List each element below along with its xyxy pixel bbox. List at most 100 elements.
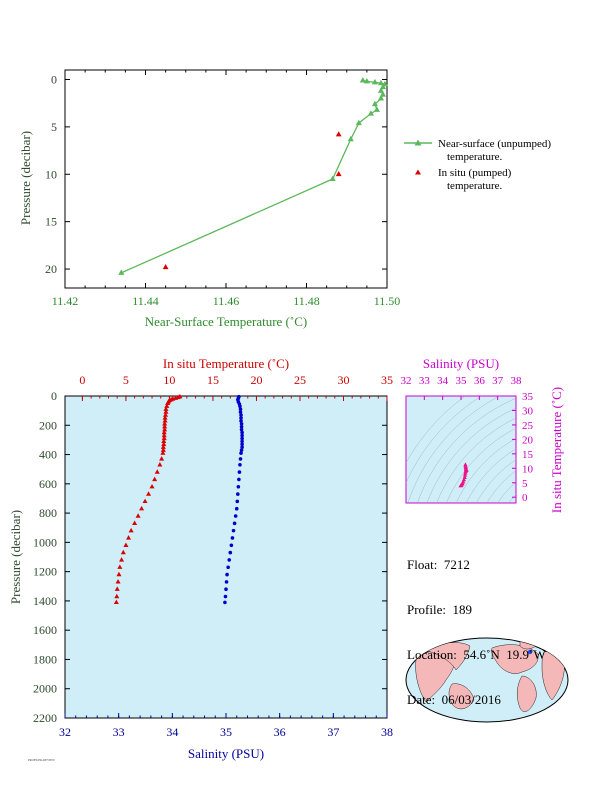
temperature-point [161, 432, 167, 438]
near-surface-x-tick-label: 11.44 [132, 294, 159, 308]
temperature-tick-label: 20 [250, 373, 262, 387]
salinity-point [228, 550, 233, 555]
salinity-point [240, 445, 244, 450]
float-info: Float: 7212 Profile: 189 Location: 54.6˚… [407, 527, 546, 722]
temperature-axis-label: In situ Temperature (˚C) [163, 356, 289, 371]
near-surface-y-axis-label: Pressure (decibar) [18, 131, 33, 225]
legend-near-surface-label: Near-surface (unpumped) [438, 138, 551, 150]
ts-inset-marks [458, 462, 469, 488]
depth-y-tick-label: 1000 [33, 535, 57, 549]
salinity-point [223, 600, 227, 605]
depth-profile-chart: 0200400600800100012001400160018002000220… [8, 356, 393, 761]
temperature-point [157, 461, 163, 467]
map-land-south-america [517, 675, 537, 712]
salinity-point [239, 413, 243, 417]
in-situ-point [335, 131, 342, 137]
near-surface-y-tick-label: 5 [51, 120, 57, 134]
temperature-tick-label: 5 [123, 373, 129, 387]
map-land-australia [448, 683, 475, 710]
salinity-point [238, 462, 242, 467]
temperature-point [159, 456, 165, 461]
salinity-point [238, 404, 242, 409]
ts-inset-x-tick-label: 35 [456, 375, 468, 387]
depth-y-tick-label: 0 [51, 389, 57, 403]
temperature-point [116, 571, 122, 577]
salinity-point [230, 536, 235, 540]
salinity-point [239, 451, 243, 455]
temperature-point [117, 564, 123, 569]
near-surface-point [347, 135, 354, 142]
near-surface-y-tick-label: 10 [45, 167, 57, 181]
temperature-point [163, 409, 169, 414]
legend-in-situ-label: In situ (pumped) [438, 167, 512, 179]
salinity-point [225, 572, 229, 577]
legend-in-situ-marker [415, 169, 421, 175]
salinity-tick-label: 32 [59, 725, 71, 739]
near-surface-point [359, 77, 366, 83]
ts-inset-y-tick-label: 15 [522, 449, 534, 461]
ts-inset-chart: 32 33 34 35 36 37 38 0 5 10 15 20 25 30 35 Salinity (P… [401, 356, 612, 607]
profile-number: Profile: 189 [407, 602, 472, 617]
temperature-point [162, 418, 168, 423]
ts-inset-y-tick-label: 0 [522, 492, 528, 504]
ts-inset-x-tick-label: 32 [401, 375, 412, 387]
temperature-point [161, 429, 167, 435]
depth-y-tick-label: 600 [39, 477, 57, 491]
ts-inset-y-tick-label: 35 [522, 391, 534, 403]
salinity-tick-label: 34 [166, 725, 178, 739]
ts-inset-y-axis-label: In situ Temperature (˚C) [549, 387, 564, 513]
ts-inset-x-tick-label: 33 [419, 375, 431, 387]
temperature-point [154, 469, 160, 474]
salinity-tick-label: 38 [381, 725, 393, 739]
salinity-point [240, 433, 244, 438]
salinity-point [238, 410, 243, 414]
near-surface-point [367, 110, 374, 116]
salinity-point [240, 439, 244, 444]
ts-inset-y-tick-label: 30 [522, 405, 534, 417]
salinity-point [224, 580, 229, 584]
temperature-point [119, 557, 125, 562]
legend-near-surface-label-line2: temperature. [447, 151, 503, 163]
density-contour [542, 519, 612, 607]
temperature-point [162, 412, 169, 417]
depth-y-tick-label: 800 [39, 506, 57, 520]
ts-inset-y-tick-label: 10 [522, 463, 534, 475]
near-surface-point [379, 91, 387, 97]
ts-inset-x-tick-label: 38 [511, 375, 523, 387]
depth-profile-y-axis-label: Pressure (decibar) [8, 510, 23, 604]
salinity-point [229, 543, 234, 548]
map-float-location-marker [527, 649, 533, 655]
near-surface-point [371, 78, 378, 85]
ts-inset-y-tick-label: 5 [522, 478, 528, 490]
density-contour [551, 528, 612, 598]
depth-y-tick-label: 1400 [33, 594, 57, 608]
legend: Near-surface (unpumped) temperature. In … [404, 138, 551, 192]
temperature-point [161, 438, 167, 444]
near-surface-point [355, 119, 362, 126]
temperature-point [126, 535, 132, 540]
temperature-point [162, 421, 168, 426]
near-surface-chart: 11.42 11.44 11.46 11.48 11.50 0 5 10 15 20 Near-S… [18, 69, 400, 329]
temperature-point [149, 483, 155, 489]
salinity-point [240, 442, 244, 447]
depth-y-tick-label: 2000 [33, 682, 57, 696]
depth-y-tick-label: 1200 [33, 565, 57, 579]
near-surface-point [373, 106, 380, 112]
temperature-tick-label: 10 [163, 373, 175, 387]
salinity-point [237, 477, 241, 482]
temperature-point [164, 403, 170, 408]
near-surface-plot-area [64, 69, 388, 289]
near-surface-point [377, 87, 385, 93]
world-map [405, 637, 569, 723]
near-surface-x-tick-label: 11.46 [213, 294, 240, 308]
ts-inset-point [458, 483, 463, 488]
salinity-point [239, 416, 243, 420]
near-surface-y-tick-label: 15 [45, 215, 57, 229]
salinity-point [236, 484, 241, 489]
salinity-point [224, 587, 228, 591]
fine-print: PROFILER-REVIEW [28, 758, 55, 762]
temperature-point [162, 426, 168, 432]
salinity-point [233, 514, 238, 518]
salinity-point [236, 492, 240, 496]
salinity-point [239, 448, 244, 452]
